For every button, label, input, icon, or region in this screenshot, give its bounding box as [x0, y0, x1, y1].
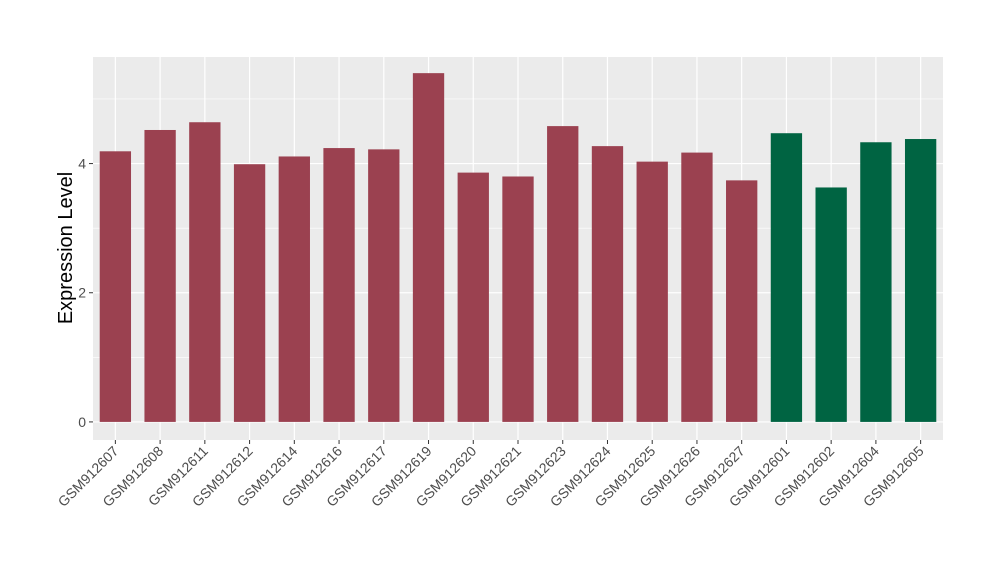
bar-GSM912626: [681, 152, 713, 422]
y-tick-label: 0: [78, 414, 86, 430]
bar-GSM912617: [368, 149, 400, 422]
bar-GSM912601: [770, 133, 803, 422]
x-axis: GSM912607GSM912608GSM912611GSM912612GSM9…: [55, 440, 927, 510]
bar-GSM912608: [144, 129, 176, 422]
bar-GSM912624: [591, 146, 624, 422]
bar-GSM912605: [904, 139, 937, 422]
bar-GSM912619: [412, 73, 445, 422]
bar-GSM912621: [502, 176, 534, 422]
bars: [99, 73, 937, 422]
bar-GSM912616: [323, 148, 355, 422]
bar-GSM912623: [547, 126, 579, 422]
y-tick-label: 2: [78, 285, 86, 301]
bar-GSM912625: [636, 161, 668, 422]
bar-GSM912611: [189, 122, 221, 422]
bar-GSM912602: [815, 187, 847, 422]
bar-GSM912607: [99, 151, 132, 422]
y-tick-label: 4: [78, 156, 86, 172]
y-axis-label: Expression Level: [55, 172, 77, 324]
y-axis: 0 2 4: [78, 156, 93, 430]
bar-GSM912620: [457, 172, 489, 422]
bar-GSM912604: [860, 142, 892, 422]
bar-GSM912614: [278, 156, 310, 422]
bar-GSM912612: [233, 164, 266, 422]
bar-GSM912627: [726, 180, 758, 422]
